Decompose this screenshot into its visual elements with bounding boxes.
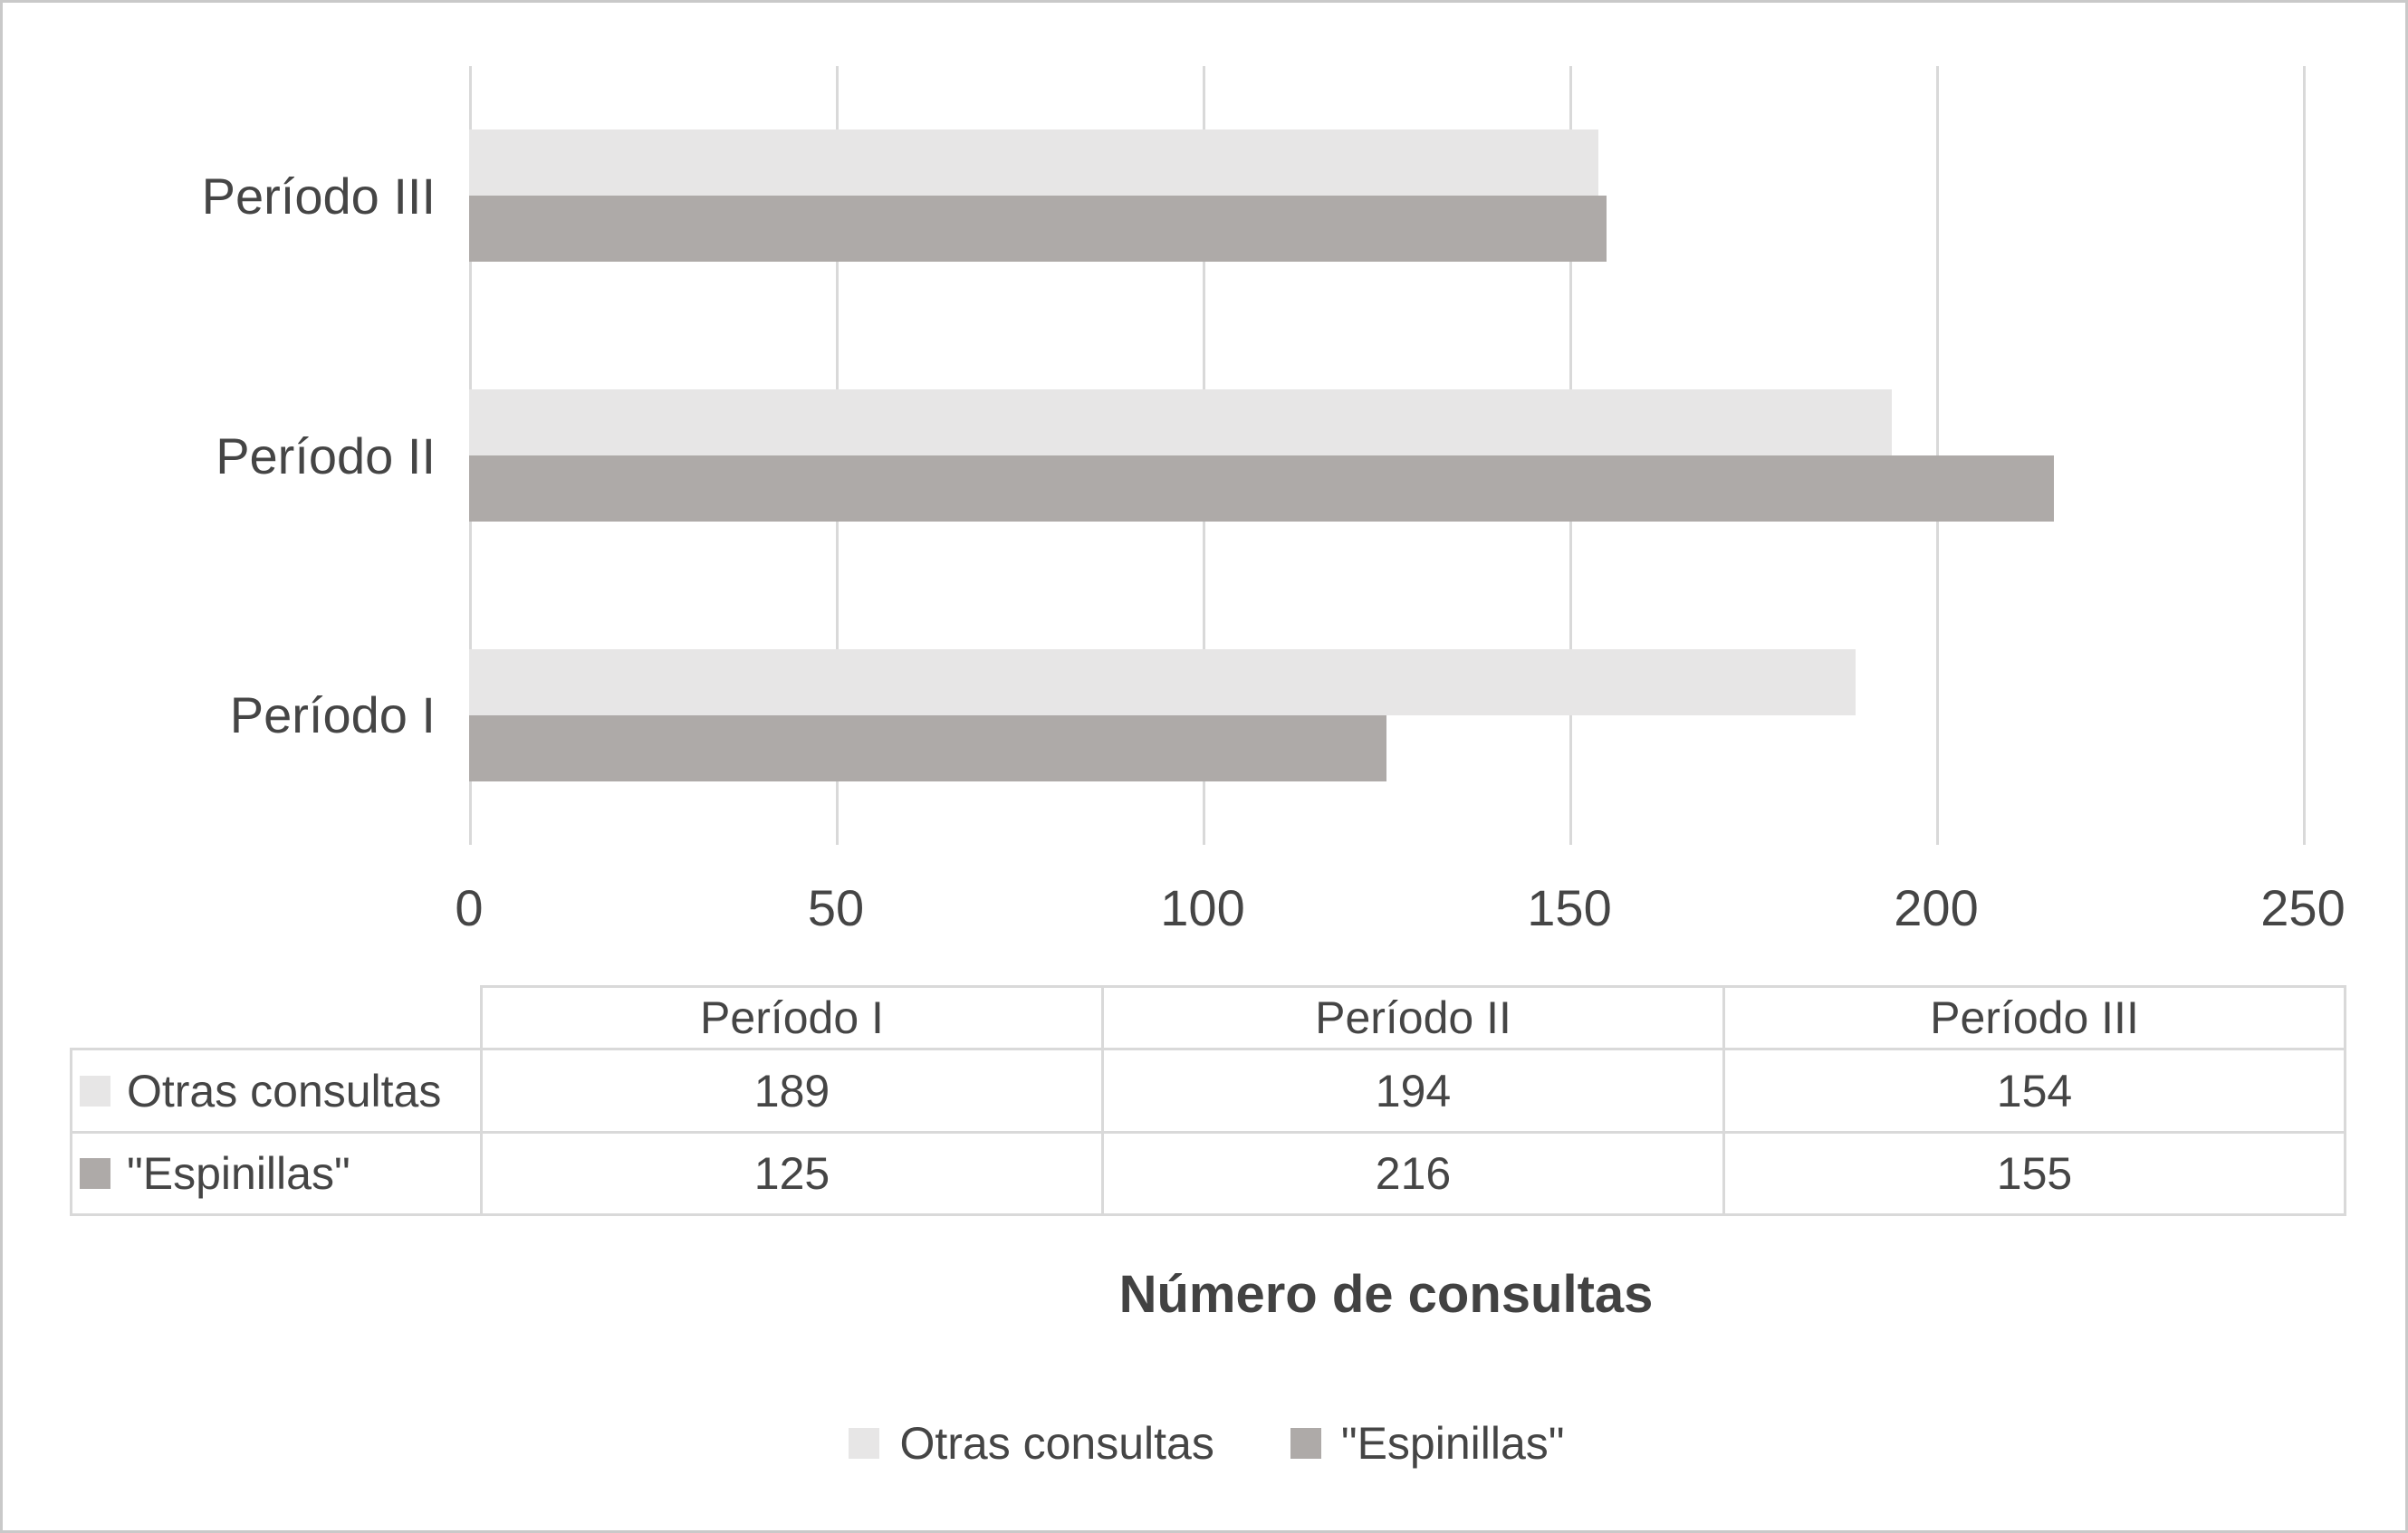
category-label-período-i: Período I [229, 686, 436, 744]
legend-label: Otras consultas [899, 1418, 1214, 1469]
legend-key-icon [80, 1075, 110, 1107]
legend-label: "Espinillas" [1340, 1418, 1565, 1469]
tick-label-50: 50 [807, 879, 865, 936]
table-value-cell: 216 [1101, 1131, 1725, 1216]
chart-legend: Otras consultas "Espinillas" [3, 1417, 2405, 1470]
table-row-label: Otras consultas [70, 1048, 483, 1134]
bar-otras-consultas-período-ii [469, 389, 1893, 455]
legend-item: "Espinillas" [1290, 1417, 1565, 1470]
tick-label-150: 150 [1527, 879, 1612, 936]
table-value-cell: 154 [1722, 1048, 2346, 1134]
legend-item: Otras consultas [849, 1417, 1214, 1470]
legend-swatch-icon [1290, 1428, 1321, 1459]
legend-key-icon [80, 1158, 110, 1189]
table-row: "Espinillas" 125 216 155 [70, 1131, 2346, 1216]
table-value-cell: 125 [480, 1131, 1104, 1216]
series-name: "Espinillas" [127, 1148, 350, 1199]
plot-area [469, 66, 2306, 845]
category-label-período-iii: Período III [201, 167, 436, 225]
table-header-período-ii: Período II [1101, 985, 1725, 1050]
bar-espinillas-período-i [469, 714, 1386, 781]
chart-title: Número de consultas [1118, 1265, 1654, 1324]
bar-otras-consultas-período-iii [469, 129, 1599, 196]
bar-espinillas-período-iii [469, 196, 1607, 263]
category-label-período-ii: Período II [216, 426, 436, 484]
series-name: Otras consultas [127, 1065, 442, 1116]
tick-label-200: 200 [1894, 879, 1979, 936]
tick-label-250: 250 [2260, 879, 2346, 936]
legend-swatch-icon [849, 1428, 880, 1459]
table-row: Otras consultas 189 194 154 [70, 1048, 2346, 1134]
table-row-label: "Espinillas" [70, 1131, 483, 1216]
table-header-período-iii: Período III [1722, 985, 2346, 1050]
gridline-250 [2303, 66, 2306, 845]
bar-otras-consultas-período-i [469, 648, 1856, 715]
table-value-cell: 189 [480, 1048, 1104, 1134]
tick-label-0: 0 [455, 879, 484, 936]
table-value-cell: 155 [1722, 1131, 2346, 1216]
table-corner-cell [72, 987, 482, 1049]
tick-label-100: 100 [1160, 879, 1245, 936]
bar-espinillas-período-ii [469, 455, 2054, 522]
table-header-período-i: Período I [480, 985, 1104, 1050]
table-value-cell: 194 [1101, 1048, 1725, 1134]
data-table: Período I Período II Período III Otras cons… [70, 985, 2346, 1216]
